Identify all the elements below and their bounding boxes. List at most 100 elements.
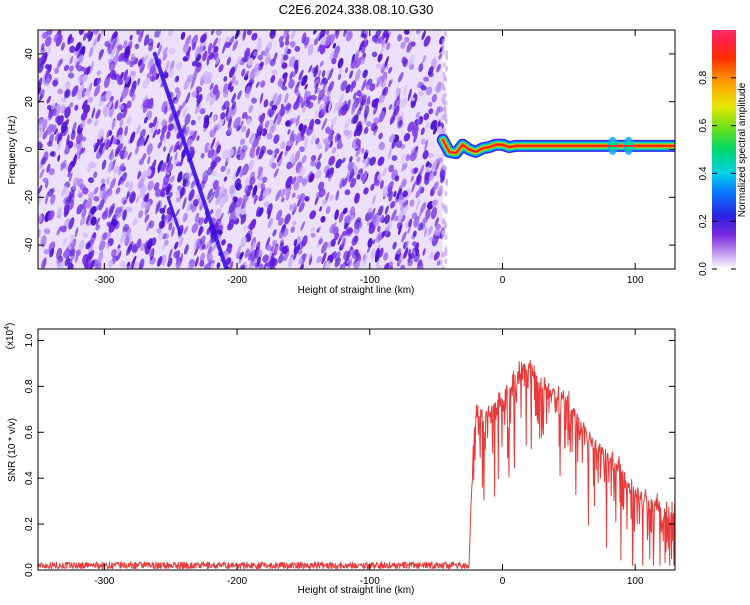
noise-speck: [295, 64, 299, 75]
noise-speck: [321, 241, 328, 254]
noise-speck: [366, 121, 372, 127]
noise-speck: [66, 258, 73, 265]
noise-speck: [253, 194, 258, 205]
noise-speck: [271, 104, 278, 111]
noise-speck: [351, 101, 357, 112]
noise-speck: [201, 244, 206, 250]
noise-speck: [209, 111, 213, 118]
noise-speck: [177, 171, 183, 183]
noise-speck: [405, 153, 410, 162]
noise-speck: [324, 143, 330, 152]
noise-speck: [129, 34, 133, 41]
noise-edge-speck: [442, 93, 446, 100]
noise-speck: [319, 60, 324, 67]
noise-speck: [114, 100, 119, 110]
noise-speck: [318, 238, 323, 245]
noise-speck: [362, 253, 367, 261]
noise-speck: [379, 214, 384, 223]
noise-speck: [239, 251, 244, 260]
noise-speck: [122, 223, 130, 233]
noise-speck: [108, 260, 114, 268]
noise-speck: [317, 69, 322, 78]
noise-speck: [288, 120, 293, 128]
noise-speck: [147, 97, 154, 109]
noise-speck: [217, 36, 222, 45]
noise-speck: [167, 123, 175, 131]
noise-speck: [388, 133, 396, 143]
noise-speck: [258, 263, 264, 269]
noise-speck: [355, 56, 362, 69]
noise-speck: [364, 211, 372, 222]
noise-speck: [425, 86, 433, 96]
noise-speck: [221, 104, 226, 111]
noise-speck: [180, 31, 186, 40]
noise-speck: [294, 45, 301, 52]
noise-speck: [418, 164, 425, 177]
noise-speck: [345, 84, 351, 94]
noise-speck: [126, 100, 132, 109]
noise-speck: [123, 40, 128, 49]
noise-speck: [149, 220, 155, 229]
noise-speck: [194, 103, 201, 115]
noise-speck: [108, 151, 115, 161]
noise-speck: [144, 214, 150, 223]
noise-speck: [206, 253, 213, 263]
noise-speck: [265, 244, 272, 251]
signal-band-layer-6: [441, 139, 675, 154]
noise-speck: [95, 109, 101, 120]
noise-speck: [286, 161, 293, 170]
noise-speck: [206, 188, 213, 200]
noise-speck: [147, 238, 153, 250]
noise-speck: [81, 99, 88, 110]
noise-speck: [47, 210, 55, 221]
noise-speck: [100, 178, 106, 184]
noise-speck: [87, 118, 92, 125]
noise-speck: [106, 176, 110, 185]
noise-speck: [43, 248, 50, 255]
noise-speck: [412, 241, 418, 247]
noise-speck: [222, 149, 229, 160]
noise-speck: [396, 188, 402, 200]
noise-speck: [266, 132, 273, 140]
noise-speck: [310, 160, 316, 167]
noise-speck: [143, 134, 150, 147]
noise-speck: [344, 67, 349, 74]
noise-speck: [93, 196, 100, 202]
noise-speck: [341, 237, 346, 248]
noise-speck: [78, 45, 82, 54]
noise-speck: [128, 191, 136, 204]
noise-speck: [82, 232, 89, 238]
noise-speck: [52, 79, 59, 87]
noise-speck: [278, 228, 285, 240]
noise-speck: [427, 226, 432, 236]
noise-speck: [125, 181, 130, 188]
noise-speck: [296, 175, 304, 184]
noise-speck: [156, 128, 161, 135]
noise-speck: [422, 54, 426, 63]
noise-speck: [186, 74, 194, 83]
noise-speck: [391, 155, 398, 161]
noise-speck: [274, 245, 279, 254]
noise-edge-speck: [443, 207, 447, 214]
noise-speck: [321, 199, 327, 206]
noise-speck: [416, 81, 422, 89]
noise-speck: [78, 30, 85, 35]
noise-speck: [140, 188, 146, 199]
noise-speck: [408, 54, 415, 67]
noise-speck: [401, 166, 405, 172]
noise-speck: [310, 94, 317, 101]
noise-speck: [251, 97, 257, 104]
noise-speck: [354, 53, 359, 65]
noise-speck: [209, 209, 214, 215]
noise-speck: [400, 264, 406, 269]
noise-speck: [356, 156, 361, 162]
noise-speck: [259, 112, 266, 124]
noise-speck: [175, 196, 181, 203]
bottom-y-ticks: 0.0 0.2 0.4 0.6 0.8 1.0: [24, 333, 675, 577]
noise-speck: [60, 97, 67, 103]
noise-speck: [295, 114, 300, 127]
noise-speck: [103, 207, 109, 217]
noise-speck: [403, 162, 408, 171]
noise-speck: [363, 152, 368, 160]
